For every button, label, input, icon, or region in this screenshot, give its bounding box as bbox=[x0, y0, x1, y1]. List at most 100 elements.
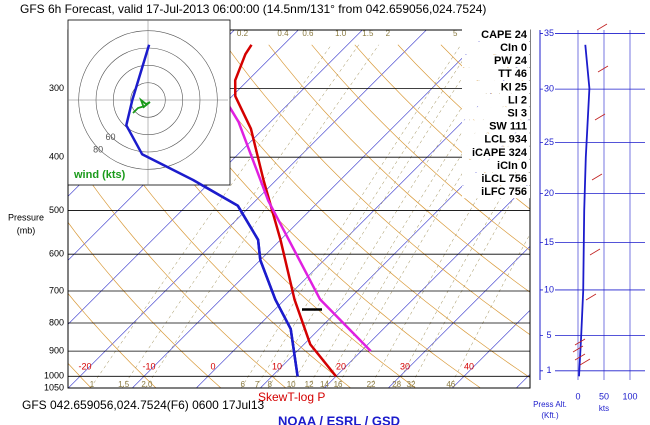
x-tick-label: 40 bbox=[464, 362, 474, 372]
y2-tick-label: 20 bbox=[544, 188, 554, 198]
mixing-ratio-line bbox=[90, 44, 332, 388]
y-tick-label: 600 bbox=[49, 249, 64, 259]
index-text: SW 111 bbox=[489, 121, 527, 133]
x-tick-label: 0 bbox=[210, 362, 215, 372]
dry-adiabat bbox=[68, 292, 157, 388]
hodograph-ring-label: 60 bbox=[106, 132, 116, 142]
index-text: PW 24 bbox=[494, 55, 528, 67]
index-text: iLFC 756 bbox=[481, 186, 527, 198]
mixing-ratio-label: 2 bbox=[386, 29, 391, 38]
profile-line bbox=[125, 44, 299, 377]
y-tick-label: 700 bbox=[49, 285, 64, 295]
index-text: LCL 934 bbox=[484, 134, 527, 146]
index-box bbox=[462, 146, 530, 159]
altitude-label-box bbox=[543, 84, 555, 95]
speed-line bbox=[578, 44, 591, 377]
y2-axis-unit: (Kft.) bbox=[541, 411, 559, 420]
speed-tick-label: 50 bbox=[599, 391, 609, 401]
mixing-ratio-line bbox=[322, 44, 530, 388]
altitude-label-box bbox=[543, 330, 555, 341]
y-axis-unit: (mb) bbox=[17, 225, 36, 235]
mixing-ratio-line bbox=[395, 146, 530, 388]
index-box bbox=[462, 133, 530, 146]
dry-adiabat bbox=[268, 44, 530, 293]
y-tick-label: 300 bbox=[49, 83, 64, 93]
isotherm bbox=[68, 30, 363, 325]
x-tick-label: 10 bbox=[272, 362, 282, 372]
mixing-ratio-label: 0.6 bbox=[302, 29, 314, 38]
y2-tick-label: 25 bbox=[544, 137, 554, 147]
y2-tick-label: 30 bbox=[544, 83, 554, 93]
mixing-ratio-label: 28 bbox=[392, 380, 401, 389]
isotherm bbox=[260, 117, 530, 388]
y2-tick-label: 35 bbox=[544, 28, 554, 38]
wind-barb bbox=[585, 293, 597, 301]
y-tick-label: 1000 bbox=[44, 371, 64, 381]
wind-barb bbox=[579, 358, 591, 366]
y2-tick-label: 1 bbox=[546, 365, 551, 375]
index-box bbox=[462, 172, 530, 186]
mixing-ratio-line bbox=[289, 44, 503, 388]
isotherm bbox=[132, 30, 491, 388]
mixing-ratio-label: 0.4 bbox=[277, 29, 289, 38]
altitude-label-box bbox=[543, 137, 555, 148]
mixing-ratio-label: 46 bbox=[446, 380, 455, 389]
dry-adiabat bbox=[182, 44, 530, 379]
mixing-ratio-label: 1 bbox=[90, 380, 95, 389]
index-box bbox=[462, 80, 530, 94]
mixing-ratio-label: 1.0 bbox=[335, 29, 347, 38]
x-tick-label: -10 bbox=[142, 362, 155, 372]
footer: GFS 042.659056,024.7524(F6) 0600 17Jul13 bbox=[22, 398, 265, 412]
y2-tick-label: 10 bbox=[544, 284, 554, 294]
index-box bbox=[462, 67, 530, 81]
wind-barb bbox=[574, 338, 586, 346]
title: GFS 6h Forecast, valid 17-Jul-2013 06:00… bbox=[20, 2, 486, 16]
dry-adiabat bbox=[354, 44, 530, 210]
mixing-ratio-label: 14 bbox=[320, 380, 329, 389]
mixing-ratio-line bbox=[268, 44, 485, 388]
speed-tick-label: 100 bbox=[622, 391, 637, 401]
isotherm bbox=[324, 181, 530, 388]
y-tick-label: 1050 bbox=[44, 382, 64, 392]
isotherm bbox=[68, 30, 427, 388]
index-text: iCIn 0 bbox=[497, 160, 527, 172]
mixing-ratio-label: 6 bbox=[240, 380, 245, 389]
mixing-ratio-label: 1.5 bbox=[362, 29, 374, 38]
altitude-label-box bbox=[543, 28, 555, 39]
mixing-ratio-label: 22 bbox=[367, 380, 376, 389]
wind-barb bbox=[597, 65, 609, 73]
overlay: 1 1.5 2.0 6 7 8 10 12 14 16 22 28 32 4610501000900800… bbox=[44, 19, 530, 392]
plot-label: SkewT-log P bbox=[258, 390, 325, 404]
wind-barb bbox=[572, 345, 584, 353]
x-tick-label: 30 bbox=[400, 362, 410, 372]
index-box bbox=[462, 41, 530, 55]
dry-adiabat bbox=[68, 148, 287, 388]
index-text: KI 25 bbox=[501, 81, 527, 93]
x-tick-label: -20 bbox=[78, 362, 91, 372]
y2-tick-label: 5 bbox=[546, 330, 551, 340]
index-box bbox=[462, 107, 530, 120]
mixing-ratio-line bbox=[241, 44, 462, 388]
mixing-ratio-line bbox=[409, 168, 530, 388]
wind-barb bbox=[596, 23, 608, 31]
y-tick-label: 400 bbox=[49, 152, 64, 162]
hodograph-label: wind (kts) bbox=[73, 169, 126, 181]
index-text: CAPE 24 bbox=[481, 29, 528, 41]
wind-barb bbox=[589, 248, 601, 256]
hodograph-trace bbox=[132, 97, 151, 114]
mixing-ratio-line bbox=[336, 63, 530, 388]
index-box bbox=[462, 54, 530, 68]
altitude-label-box bbox=[543, 237, 555, 248]
index-text: LI 2 bbox=[508, 94, 527, 106]
mixing-ratio-label: 1.5 bbox=[118, 380, 130, 389]
y2-axis-label: Press Alt. bbox=[533, 400, 567, 409]
y-axis-label: Pressure bbox=[8, 212, 44, 222]
speed-tick-label: 0 bbox=[575, 391, 580, 401]
index-box bbox=[462, 94, 530, 107]
index-text: iCAPE 324 bbox=[472, 147, 528, 159]
mixing-ratio-label: 8 bbox=[267, 380, 272, 389]
mixing-ratio-label: 32 bbox=[407, 380, 416, 389]
mixing-ratio-label: 2.0 bbox=[141, 380, 153, 389]
